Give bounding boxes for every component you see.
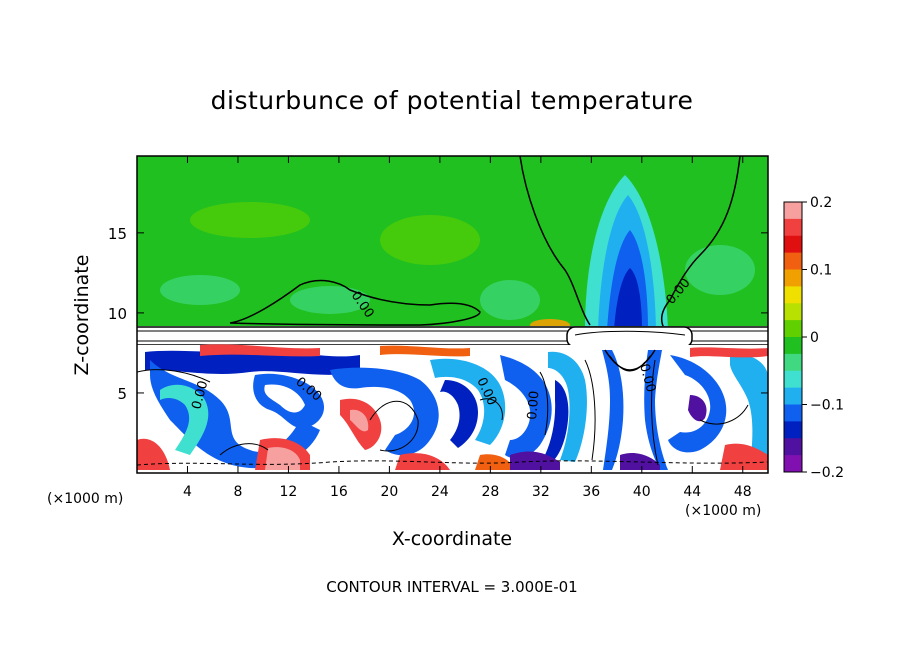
colorbar-swatch bbox=[784, 455, 802, 473]
colorbar-swatch bbox=[784, 303, 802, 321]
colorbar-swatch bbox=[784, 421, 802, 439]
colorbar-tick-label: −0.2 bbox=[810, 465, 844, 481]
colorbar-tick-label: 0 bbox=[810, 330, 819, 346]
contour-interval-note: CONTOUR INTERVAL = 3.000E-01 bbox=[326, 578, 578, 596]
lower-contours bbox=[137, 349, 768, 466]
contour-label: 0.00 bbox=[636, 362, 658, 394]
y-tick-label: 10 bbox=[108, 305, 127, 323]
chart-title: disturbunce of potential temperature bbox=[210, 86, 694, 115]
colorbar: 0.2 0.1 0 −0.1 −0.2 bbox=[783, 195, 844, 481]
x-tick-label: 16 bbox=[330, 484, 348, 500]
x-axis-label: X-coordinate bbox=[391, 528, 513, 550]
contour-label: 0.00 bbox=[525, 390, 542, 420]
contour-label: 0.00 bbox=[189, 379, 211, 411]
x-tick-label: 28 bbox=[481, 484, 499, 500]
colorbar-swatch bbox=[784, 235, 802, 254]
colorbar-swatch bbox=[784, 286, 802, 304]
x-tick-label: 44 bbox=[683, 484, 701, 500]
x-tick-label: 8 bbox=[233, 484, 242, 500]
x-tick-label: 20 bbox=[380, 484, 398, 500]
x-unit-label-right: (×1000 m) bbox=[685, 503, 762, 519]
colorbar-swatch bbox=[784, 353, 802, 372]
y-axis: 5 10 15 bbox=[108, 225, 768, 403]
colorbar-swatch bbox=[784, 218, 802, 237]
colorbar-swatch bbox=[784, 320, 802, 338]
colorbar-tick-label: −0.1 bbox=[810, 398, 844, 414]
x-tick-label: 32 bbox=[532, 484, 550, 500]
colorbar-swatch bbox=[784, 387, 802, 405]
plot-frame bbox=[136, 155, 769, 474]
x-tick-label: 48 bbox=[734, 484, 752, 500]
y-tick-label: 15 bbox=[108, 225, 127, 243]
colorbar-swatch bbox=[784, 269, 802, 287]
colorbar-swatch bbox=[784, 370, 802, 389]
colorbar-swatch bbox=[784, 202, 802, 220]
colorbar-tick-label: 0.1 bbox=[810, 263, 832, 279]
colorbar-swatch bbox=[784, 438, 802, 456]
x-tick-label: 24 bbox=[431, 484, 449, 500]
y-tick-label: 5 bbox=[117, 385, 127, 403]
x-axis: 4 8 12 16 20 24 28 32 36 40 44 48 bbox=[183, 156, 752, 500]
x-tick-label: 36 bbox=[582, 484, 600, 500]
colorbar-swatch bbox=[784, 337, 802, 355]
x-unit-label-left: (×1000 m) bbox=[47, 491, 124, 507]
colorbar-swatch bbox=[784, 404, 802, 422]
colorbar-tick-label: 0.2 bbox=[810, 195, 832, 211]
turbulence bbox=[137, 344, 768, 470]
x-tick-label: 12 bbox=[280, 484, 298, 500]
colorbar-swatch bbox=[784, 252, 802, 270]
x-tick-label: 4 bbox=[183, 484, 192, 500]
field-panel bbox=[137, 156, 768, 473]
x-tick-label: 40 bbox=[633, 484, 651, 500]
